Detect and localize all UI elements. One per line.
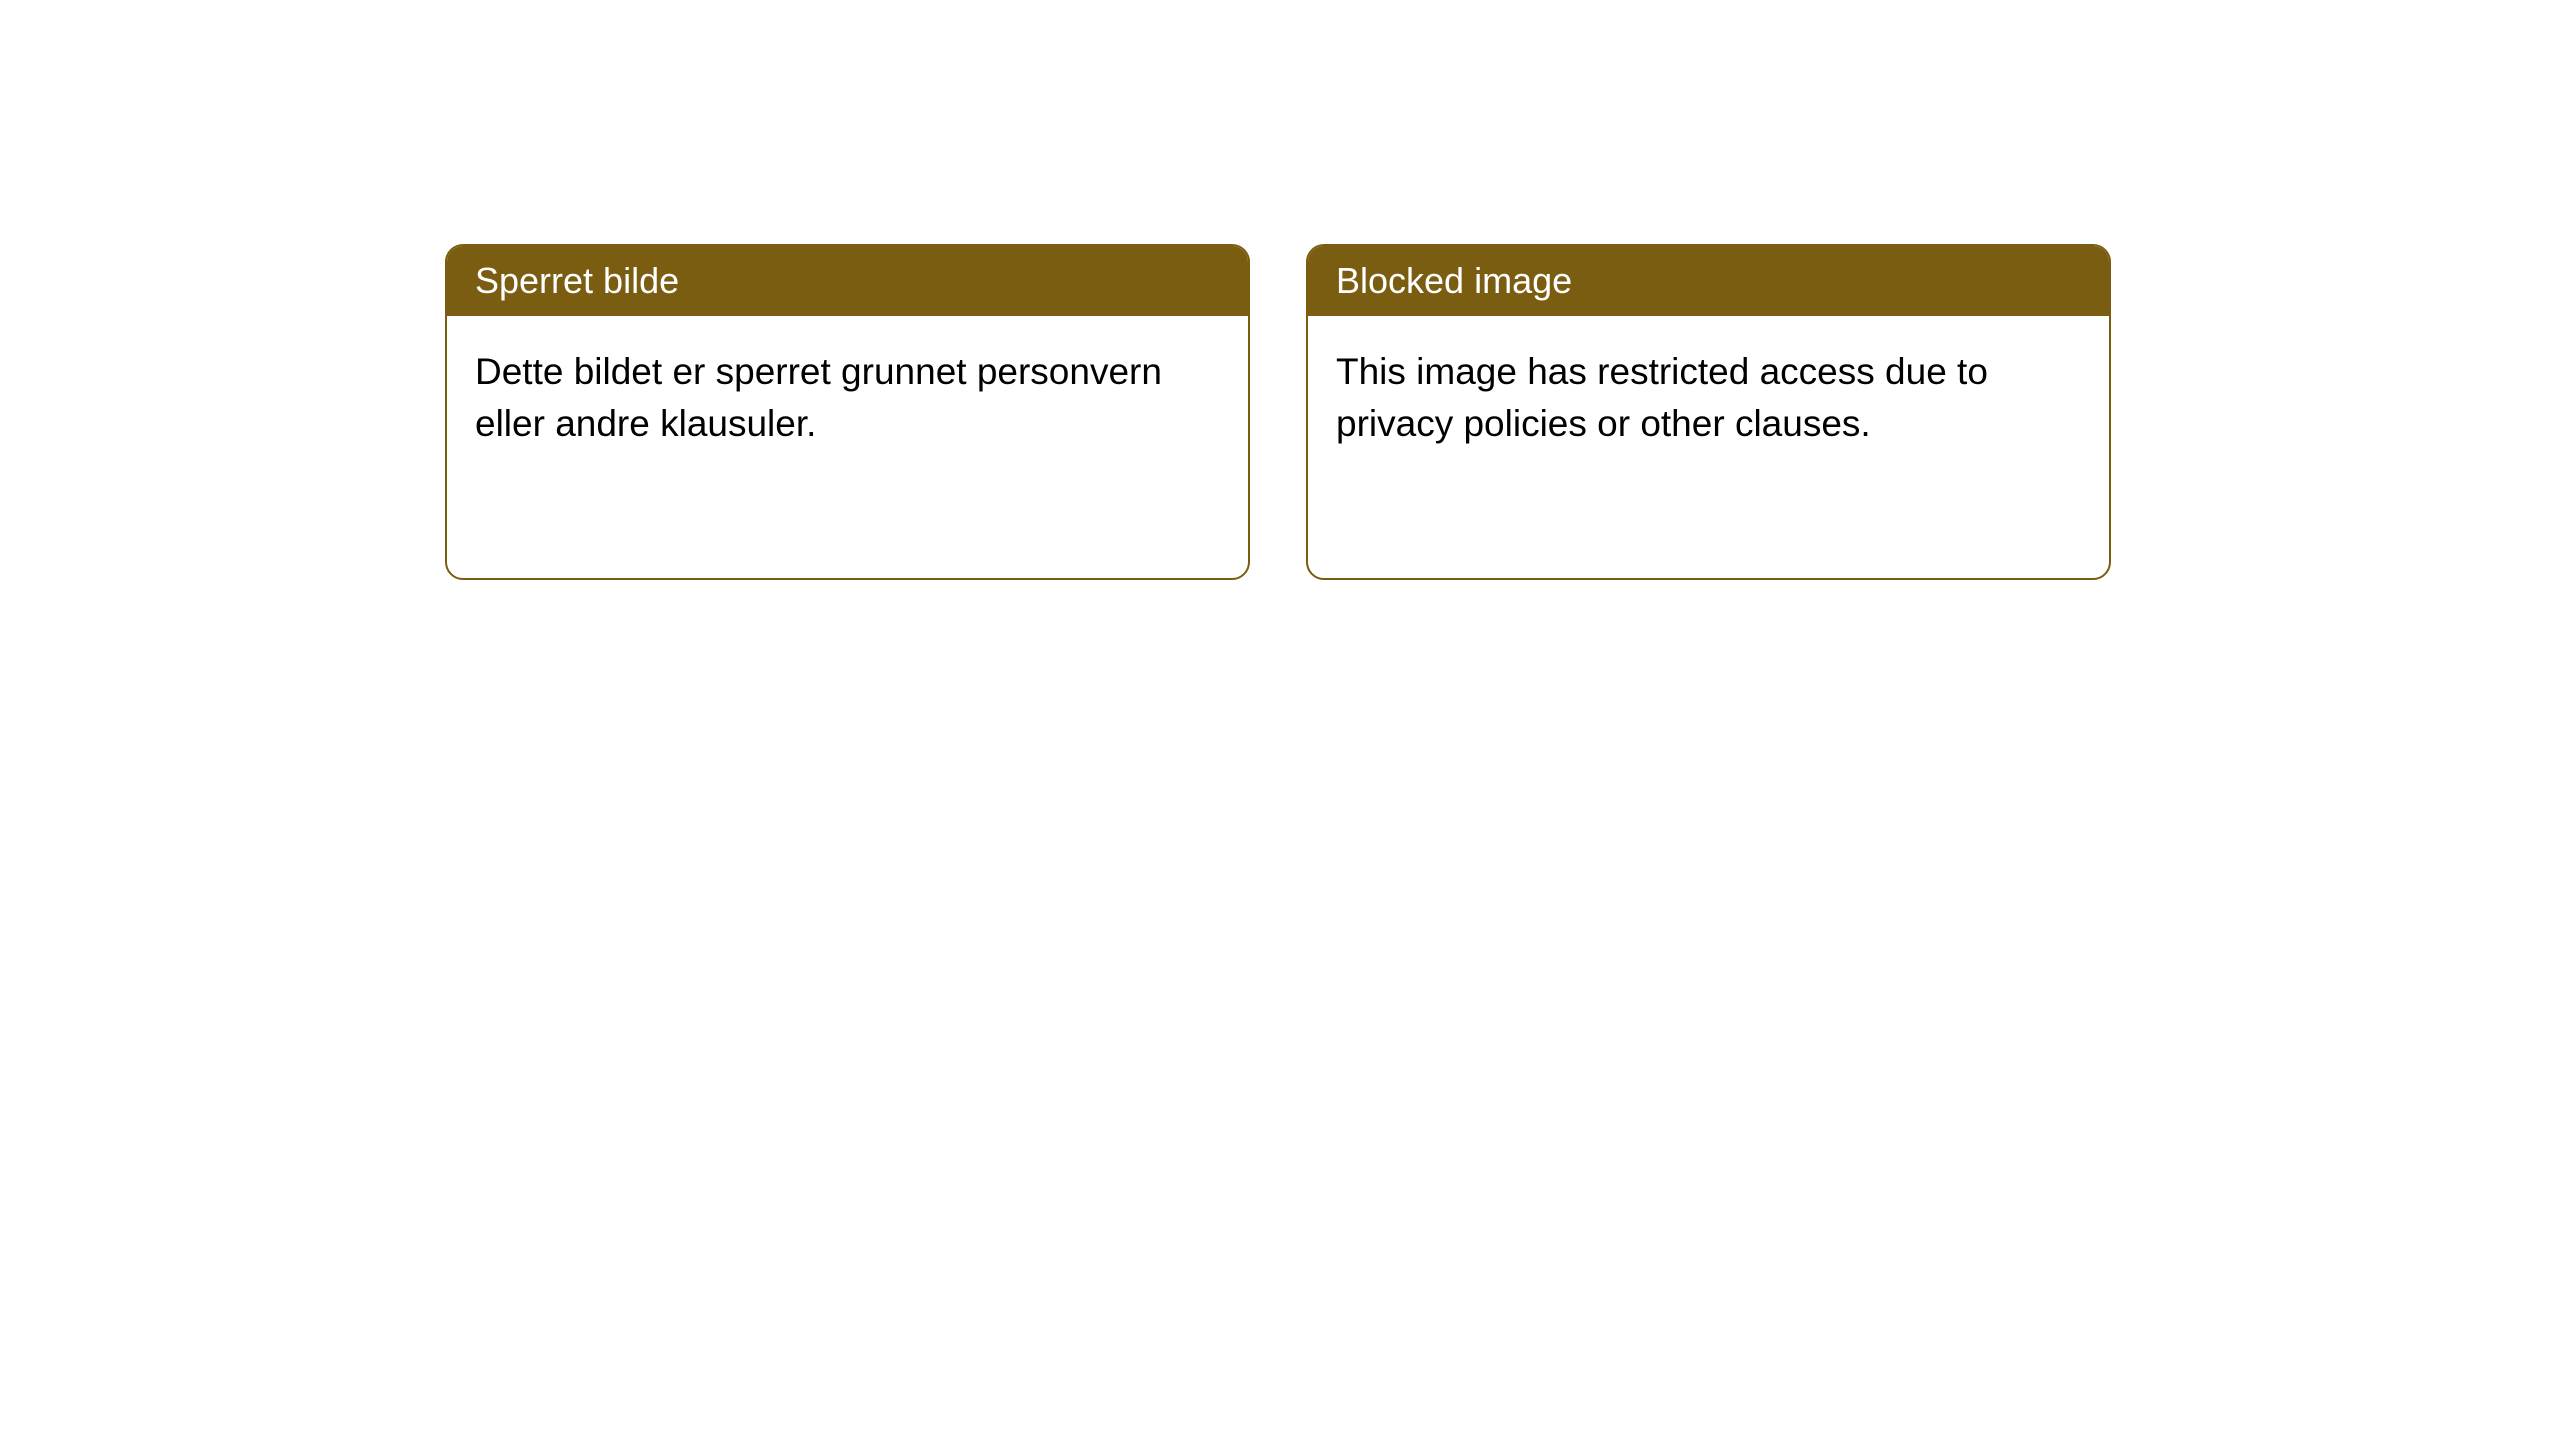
notice-body-norwegian: Dette bildet er sperret grunnet personve… xyxy=(447,316,1248,480)
notice-container: Sperret bilde Dette bildet er sperret gr… xyxy=(445,244,2111,580)
notice-title-norwegian: Sperret bilde xyxy=(447,246,1248,316)
notice-body-english: This image has restricted access due to … xyxy=(1308,316,2109,480)
notice-box-english: Blocked image This image has restricted … xyxy=(1306,244,2111,580)
notice-box-norwegian: Sperret bilde Dette bildet er sperret gr… xyxy=(445,244,1250,580)
notice-title-english: Blocked image xyxy=(1308,246,2109,316)
